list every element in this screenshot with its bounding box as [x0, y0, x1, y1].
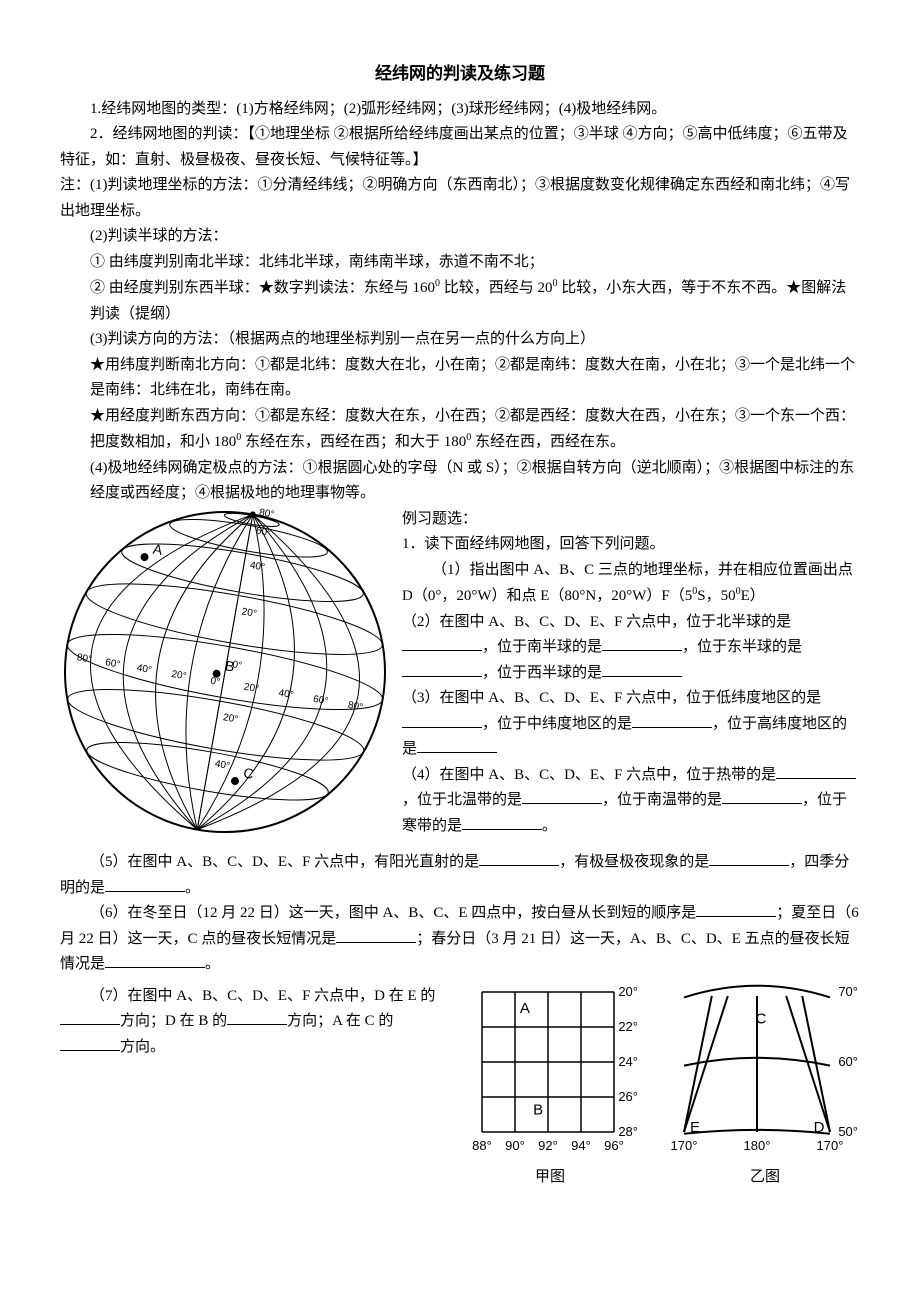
p-hem-2: ② 由经度判别东西半球：★数字判读法：东经与 1600 比较，西经与 200 比…: [90, 275, 860, 327]
p-hemisphere-head: (2)判读半球的方法：: [90, 224, 860, 250]
svg-text:26°: 26°: [618, 1089, 638, 1104]
svg-text:C: C: [755, 1010, 766, 1027]
p-reading: 2．经纬网地图的判读：【①地理坐标 ②根据所给经纬度画出某点的位置；③半球 ④方…: [60, 122, 860, 173]
svg-text:180°: 180°: [744, 1138, 771, 1153]
p-hem-1: ① 由纬度判别南北半球：北纬北半球，南纬南半球，赤道不南不北；: [90, 250, 860, 276]
p-polar: (4)极地经纬网确定极点的方法：①根据圆心处的字母（N 或 S）；②根据自转方向…: [90, 456, 860, 507]
p-direction-head: (3)判读方向的方法：（根据两点的地理坐标判别一点在另一点的什么方向上）: [90, 327, 860, 353]
svg-text:D: D: [814, 1119, 825, 1136]
yi-caption: 乙图: [670, 1165, 860, 1191]
svg-text:E: E: [690, 1119, 700, 1136]
q6: （6）在冬至日（12 月 22 日）这一天，图中 A、B、C、E 四点中，按白昼…: [60, 901, 860, 978]
globe-figure: 80°60°40°20°0°20°40°80°60°40°20°0°20°40°…: [60, 507, 390, 847]
p-types: 1.经纬网地图的类型：(1)方格经纬网；(2)弧形经纬网；(3)球形经纬网；(4…: [60, 97, 860, 123]
jia-caption: 甲图: [460, 1165, 640, 1191]
p-dir-lat: ★用纬度判断南北方向：①都是北纬：度数大在北，小在南；②都是南纬：度数大在南，小…: [90, 353, 860, 404]
svg-text:88°: 88°: [472, 1138, 492, 1153]
svg-text:20°: 20°: [618, 984, 638, 999]
svg-text:50°: 50°: [838, 1124, 858, 1139]
svg-text:A: A: [520, 1000, 530, 1017]
svg-text:24°: 24°: [618, 1054, 638, 1069]
yi-figure: 70°60°50°170°180°170°CDE 乙图: [670, 984, 860, 1191]
svg-text:92°: 92°: [538, 1138, 558, 1153]
svg-text:B: B: [533, 1101, 543, 1118]
p-note1: 注：(1)判读地理坐标的方法：①分清经纬线；②明确方向（东西南北）；③根据度数变…: [60, 173, 860, 224]
svg-text:28°: 28°: [618, 1124, 638, 1139]
page-title: 经纬网的判读及练习题: [60, 60, 860, 89]
q5: （5）在图中 A、B、C、D、E、F 六点中，有阳光直射的是，有极昼极夜现象的是…: [60, 850, 860, 901]
svg-text:0°: 0°: [209, 676, 220, 688]
svg-text:90°: 90°: [505, 1138, 525, 1153]
svg-text:170°: 170°: [817, 1138, 844, 1153]
p-dir-lon: ★用经度判断东西方向：①都是东经：度数大在东，小在西；②都是西经：度数大在西，小…: [90, 404, 860, 456]
jia-figure: 88° 90° 92° 94° 96° 20° 22° 24° 26° 28° A B 甲图: [460, 984, 640, 1191]
svg-text:22°: 22°: [618, 1019, 638, 1034]
svg-text:60°: 60°: [838, 1054, 858, 1069]
svg-text:96°: 96°: [604, 1138, 624, 1153]
svg-text:70°: 70°: [838, 984, 858, 999]
svg-text:94°: 94°: [571, 1138, 591, 1153]
svg-text:170°: 170°: [671, 1138, 698, 1153]
